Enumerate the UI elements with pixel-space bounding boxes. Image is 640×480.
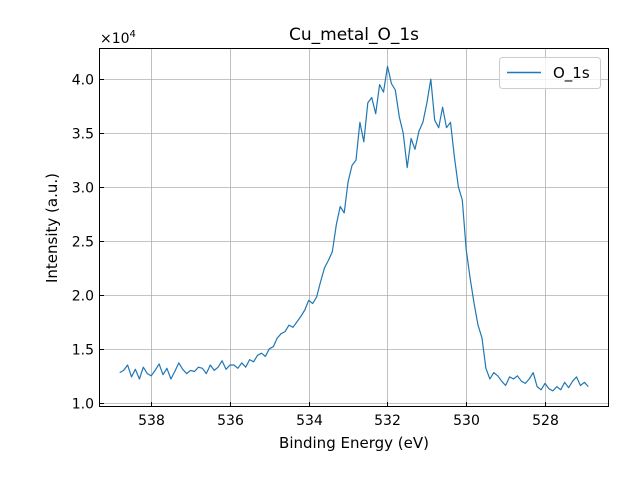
x-tick-label: 532 xyxy=(374,413,401,429)
x-tick-label: 534 xyxy=(296,413,323,429)
chart-title: Cu_metal_O_1s xyxy=(289,25,419,45)
series-layer xyxy=(119,65,589,392)
legend-label-o-1s: O_1s xyxy=(553,64,590,83)
x-tick-label: 530 xyxy=(453,413,480,429)
ticks: 538 536 534 532 530 528 1.0 1.5 2.0 2.5 3.0 3.5 4.0 xyxy=(72,73,559,430)
x-tick-label: 528 xyxy=(532,413,559,429)
y-axis-label: Intensity (a.u.) xyxy=(43,173,61,283)
grid xyxy=(100,49,608,406)
y-tick-label: 2.0 xyxy=(72,289,94,305)
y-scale-exponent: 4 xyxy=(130,29,136,40)
x-tick-label: 538 xyxy=(138,413,165,429)
y-tick-label: 1.0 xyxy=(72,397,94,413)
x-tick-label: 536 xyxy=(217,413,244,429)
y-tick-label: 4.0 xyxy=(72,73,94,89)
y-scale-base: ×10 xyxy=(100,31,130,47)
y-scale-multiplier: ×104 xyxy=(100,29,136,47)
y-tick-label: 1.5 xyxy=(72,343,94,359)
plot-frame xyxy=(99,48,609,407)
legend: O_1s xyxy=(499,57,601,89)
legend-box xyxy=(499,57,601,89)
y-tick-label: 3.5 xyxy=(72,127,94,143)
series-line-o-1s xyxy=(119,65,589,392)
y-tick-label: 2.5 xyxy=(72,235,94,251)
x-axis-label: Binding Energy (eV) xyxy=(279,434,429,452)
y-tick-label: 3.0 xyxy=(72,181,94,197)
